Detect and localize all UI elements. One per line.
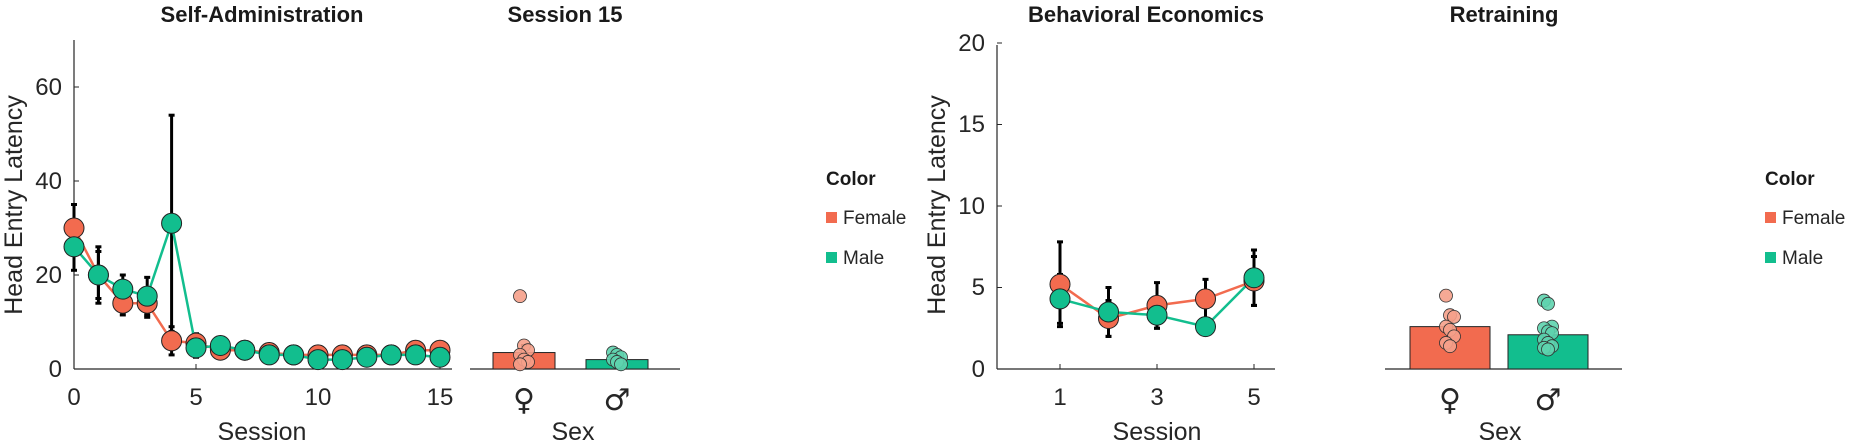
p1-male-point: [209, 335, 231, 356]
p2-female-subject-point: [513, 289, 527, 304]
p1-female-point: [63, 217, 85, 239]
p2-male-subject-point: [614, 357, 628, 372]
legend-1-male-swatch: [826, 252, 837, 263]
p1-male-point: [331, 349, 353, 371]
title-session-15: Session 15: [508, 2, 623, 27]
p4-male-subject-point: [1541, 342, 1555, 357]
p3-male-point: [1195, 316, 1216, 338]
legend-1: Color Female Male: [826, 169, 906, 269]
p1-male-point: [161, 212, 183, 234]
p1-xtick: 10: [305, 384, 332, 411]
legend-1-female-swatch: [826, 212, 837, 223]
p3-ytick: 10: [958, 193, 985, 220]
p1-male-point: [405, 344, 427, 366]
p3-xtick: 3: [1150, 384, 1163, 411]
p4-male-subject-point: [1541, 296, 1555, 311]
p1-ytick: 40: [35, 168, 62, 195]
title-retraining: Retraining: [1450, 2, 1559, 27]
p1-male-point: [429, 346, 451, 368]
p1-male-point: [63, 236, 85, 258]
legend-2-male-swatch: [1765, 252, 1776, 263]
p3-xtick: 1: [1053, 384, 1066, 411]
p1-male-point: [185, 337, 207, 359]
p4-female-subject-point: [1439, 288, 1453, 303]
p4-female-subject-point: [1447, 309, 1461, 324]
p1-male-point: [380, 344, 402, 366]
chart-marks: [63, 113, 1589, 372]
p3-ylabel: Head Entry Latency: [923, 95, 951, 315]
p1-male-point: [283, 344, 305, 366]
p3-male-point: [1049, 288, 1071, 310]
p1-ytick: 0: [49, 356, 62, 383]
p3-female-point: [1195, 288, 1216, 310]
p1-male-point: [258, 344, 280, 366]
legend-2-title: Color: [1765, 169, 1815, 190]
title-behavioral-economics: Behavioral Economics: [1028, 2, 1264, 27]
p3-xtick: 5: [1247, 384, 1260, 411]
p2-category-male: ♂: [604, 383, 631, 418]
p4-xlabel: Sex: [1478, 418, 1522, 444]
p1-male-point: [307, 349, 329, 371]
p3-male-point: [1098, 301, 1119, 323]
legend-2: Color Female Male: [1765, 169, 1845, 269]
legend-2-female-label: Female: [1782, 208, 1845, 229]
p3-ytick: 20: [958, 30, 985, 57]
p1-male-point: [136, 285, 158, 307]
legend-1-male-label: Male: [843, 248, 884, 269]
p3-ytick: 15: [958, 111, 985, 138]
legend-2-female-swatch: [1765, 212, 1776, 223]
p2-female-subject-point: [513, 357, 527, 372]
p1-xlabel: Session: [218, 418, 307, 444]
p1-xtick: 5: [189, 384, 202, 411]
p1-ytick: 60: [35, 74, 62, 101]
p1-female-point: [161, 330, 183, 352]
p3-male-point: [1146, 304, 1168, 326]
p3-male-point: [1243, 267, 1265, 289]
p1-male-point: [234, 339, 256, 361]
p2-xlabel: Sex: [551, 418, 595, 444]
p4-category-male: ♂: [1535, 383, 1562, 418]
p1-ylabel: Head Entry Latency: [0, 95, 28, 315]
p3-xlabel: Session: [1113, 418, 1202, 444]
p3-ytick: 0: [972, 356, 985, 383]
p1-xtick: 15: [427, 384, 454, 411]
p4-category-female: ♀: [1439, 383, 1461, 418]
p3-ytick: 5: [972, 274, 985, 301]
legend-2-male-label: Male: [1782, 248, 1823, 269]
p1-male-point: [112, 278, 134, 300]
p1-ytick: 20: [35, 262, 62, 289]
p4-female-subject-point: [1443, 339, 1457, 354]
p1-xtick: 0: [67, 384, 80, 411]
p2-category-female: ♀: [513, 383, 535, 418]
title-self-administration: Self-Administration: [161, 2, 364, 27]
legend-1-female-label: Female: [843, 208, 906, 229]
p1-male-point: [356, 346, 378, 368]
p1-male-line: [73, 218, 441, 361]
legend-1-title: Color: [826, 169, 876, 190]
p1-male-point: [87, 264, 109, 286]
